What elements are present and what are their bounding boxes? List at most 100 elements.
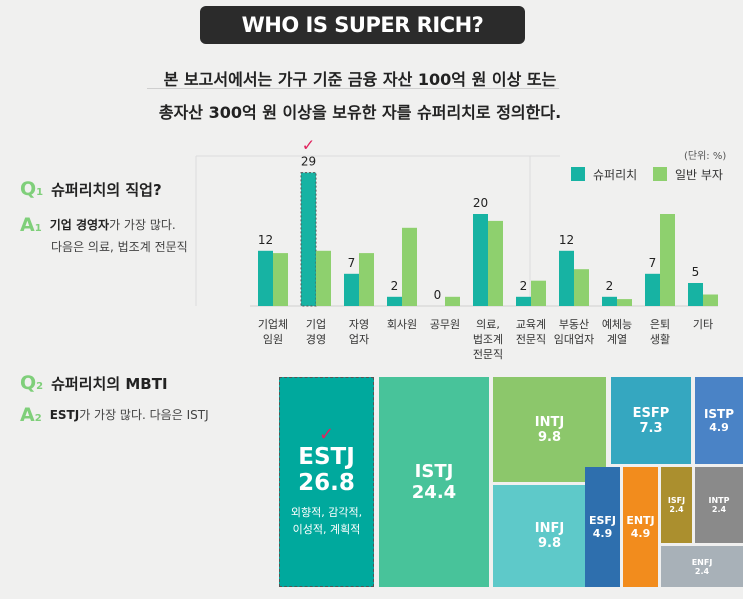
mbti-type: ESTJ — [298, 444, 355, 470]
treemap-cell-esfj: ESFJ 4.9 — [585, 467, 620, 587]
answer-1: A1 기업 경영자가 가장 많다. 다음은 의료, 법조계 전문직 — [20, 216, 188, 256]
bar-super-rich — [688, 283, 703, 306]
legend-swatch-general-rich — [653, 167, 667, 181]
data-label: 12 — [258, 233, 273, 247]
category-label: 부동산 — [559, 318, 589, 331]
data-label: 2 — [391, 279, 399, 293]
bar-super-rich — [258, 250, 273, 306]
mbti-type: ISTJ — [414, 461, 454, 482]
check-icon: ✓ — [318, 424, 335, 445]
treemap-cell-isfj: ISFJ 2.4 — [661, 467, 692, 543]
bar-super-rich — [387, 296, 402, 306]
bar-general-rich — [574, 269, 589, 306]
data-label: 2 — [606, 279, 614, 293]
bar-general-rich — [488, 220, 503, 306]
a1-bold: 기업 경영자 — [49, 218, 110, 232]
data-label: 7 — [348, 256, 356, 270]
bar-general-rich — [445, 296, 460, 306]
mbti-value: 4.9 — [630, 527, 651, 540]
bar-general-rich — [703, 294, 718, 306]
treemap-cell-intj: INTJ 9.8 — [493, 377, 606, 482]
category-label: 업자 — [349, 333, 369, 346]
q1-text: 슈퍼리치의 직업? — [51, 181, 162, 199]
mbti-value: 9.8 — [537, 536, 562, 551]
chart-unit: (단위: %) — [684, 151, 727, 162]
bar-super-rich — [645, 273, 660, 306]
category-label: 임원 — [263, 333, 283, 346]
a1-mark: A1 — [20, 214, 42, 236]
mbti-type: ESFP — [632, 405, 670, 421]
legend-general-rich: 일반 부자 — [653, 166, 723, 183]
bar-general-rich — [273, 253, 288, 306]
data-label: 0 — [434, 288, 442, 302]
category-label: 계열 — [607, 333, 627, 346]
intro-line-1: 본 보고서에서는 가구 기준 금융 자산 100억 원 이상 또는 — [163, 70, 557, 89]
mbti-value: 7.3 — [639, 420, 663, 436]
data-label: 7 — [649, 256, 657, 270]
data-label: 2 — [520, 279, 528, 293]
mbti-value: 4.9 — [592, 527, 613, 540]
page-title: WHO IS SUPER RICH? — [200, 6, 525, 44]
category-label: 전문직 — [473, 348, 503, 361]
answer-2: A2 ESTJ가 가장 많다. 다음은 ISTJ — [20, 406, 209, 428]
category-label: 의료, — [476, 318, 500, 331]
category-label: 기업 — [306, 318, 326, 331]
category-label: 자영 — [349, 318, 369, 331]
bar-general-rich — [531, 280, 546, 306]
bar-general-rich — [402, 227, 417, 306]
mbti-type: INTP — [708, 496, 730, 505]
mbti-value: 4.9 — [709, 421, 729, 434]
intro-line-2: 총자산 300억 원 이상을 보유한 자를 슈퍼리치로 정의한다. — [158, 103, 562, 122]
treemap-cell-enfj: ENFJ 2.4 — [661, 546, 743, 587]
legend-super-rich: 슈퍼리치 — [571, 166, 637, 183]
category-label: 전문직 — [516, 333, 546, 346]
mbti-type: ESFJ — [588, 514, 617, 527]
mbti-type: ENTJ — [626, 514, 655, 527]
mbti-type: INFJ — [534, 521, 565, 536]
q2-text: 슈퍼리치의 MBTI — [51, 375, 168, 393]
category-label: 기업체 — [258, 318, 288, 331]
category-label: 예체능 — [602, 318, 632, 331]
question-1: Q1 슈퍼리치의 직업? — [20, 178, 162, 200]
mbti-value: 26.8 — [298, 470, 355, 496]
category-label: 교육계 — [516, 318, 546, 331]
data-label: 29 — [301, 155, 316, 169]
mbti-type: ENFJ — [691, 557, 713, 567]
bar-super-rich — [473, 214, 488, 306]
bar-general-rich — [316, 250, 331, 306]
q2-mark: Q2 — [20, 372, 44, 394]
bar-super-rich — [559, 250, 574, 306]
category-label: 임대업자 — [554, 333, 594, 346]
divider — [147, 88, 559, 89]
bar-super-rich — [602, 296, 617, 306]
bar-super-rich — [516, 296, 531, 306]
data-label: 20 — [473, 196, 488, 210]
category-label: 공무원 — [430, 318, 460, 331]
mbti-value: 24.4 — [411, 482, 457, 503]
bar-super-rich — [344, 273, 359, 306]
q1-mark: Q1 — [20, 178, 44, 200]
category-label: 은퇴 — [650, 318, 670, 331]
category-label: 회사원 — [387, 318, 417, 331]
treemap-cell-estj: ✓ ESTJ 26.8 외향적, 감각적, 이성적, 계획적 — [279, 377, 374, 587]
category-label: 경영 — [306, 333, 326, 346]
treemap-cell-istj: ISTJ 24.4 — [379, 377, 489, 587]
a2-rest: 가 가장 많다. 다음은 ISTJ — [79, 408, 209, 422]
mbti-type: ISTP — [703, 407, 735, 421]
data-label: 12 — [559, 233, 574, 247]
treemap-cell-entj: ENTJ 4.9 — [623, 467, 658, 587]
mbti-description: 외향적, 감각적, 이성적, 계획적 — [290, 506, 363, 536]
a2-bold: ESTJ — [49, 408, 80, 422]
a1-rest: 가 가장 많다. — [109, 218, 176, 232]
legend-swatch-super-rich — [571, 167, 585, 181]
mbti-type: INTJ — [534, 414, 565, 430]
mbti-value: 2.4 — [669, 505, 684, 514]
mbti-value: 2.4 — [694, 566, 710, 576]
treemap-cell-esfp: ESFP 7.3 — [611, 377, 691, 464]
mbti-value: 9.8 — [537, 429, 562, 445]
bar-general-rich — [660, 214, 675, 306]
bar-super-rich — [300, 172, 317, 307]
bar-general-rich — [617, 299, 632, 306]
check-icon: ✓ — [302, 136, 315, 155]
mbti-type: ISFJ — [667, 496, 686, 505]
